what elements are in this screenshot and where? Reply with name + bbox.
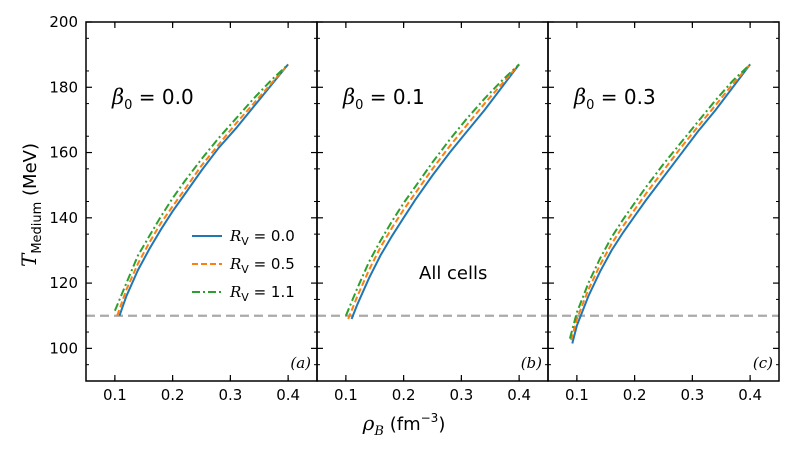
x-tick-label: 0.3 bbox=[680, 386, 704, 404]
series-line-rv11 bbox=[568, 63, 751, 339]
x-tick-label: 0.4 bbox=[738, 386, 762, 404]
y-tick-label: 180 bbox=[49, 78, 78, 96]
panel-b: 0.1 0.2 0.3 0.4 β0 = 0.1 (b) bbox=[316, 21, 549, 404]
series-line-rv0 bbox=[350, 63, 520, 320]
series-line-rv11 bbox=[344, 63, 520, 317]
all-cells-annotation: All cells bbox=[419, 263, 487, 284]
panel-frame bbox=[547, 21, 780, 382]
x-tick-label: 0.4 bbox=[507, 386, 531, 404]
series-line-rv0 bbox=[118, 63, 289, 317]
y-tick-label: 100 bbox=[49, 339, 78, 357]
y-tick-label: 160 bbox=[49, 144, 78, 162]
legend: RV = 0.0 RV = 0.5 RV = 1.1 bbox=[192, 227, 295, 304]
series-line-rv05 bbox=[116, 63, 289, 317]
legend-label-rv05: RV = 0.5 bbox=[229, 255, 295, 276]
panels-group: 0.1 0.2 0.3 0.4 100 120 140 160 180 200 β0 = 0.0 (a… bbox=[49, 13, 780, 404]
x-tick-label: 0.2 bbox=[392, 386, 416, 404]
panel-label: (a) bbox=[290, 354, 311, 372]
x-tick-label: 0.2 bbox=[161, 386, 185, 404]
panel-a: 0.1 0.2 0.3 0.4 100 120 140 160 180 200 β0 = 0.0 (a… bbox=[49, 13, 318, 404]
series-line-rv11 bbox=[113, 63, 289, 312]
beta-label: β0 = 0.1 bbox=[342, 85, 425, 113]
beta-label: β0 = 0.0 bbox=[111, 85, 194, 113]
y-tick-label: 200 bbox=[49, 13, 78, 31]
y-tick-label: 120 bbox=[49, 274, 78, 292]
panel-c: 0.1 0.2 0.3 0.4 β0 = 0.3 (c) bbox=[547, 21, 780, 404]
x-axis-label: ρB (fm−3) bbox=[362, 411, 446, 439]
series-line-rv05 bbox=[347, 63, 520, 320]
panel-label: (c) bbox=[753, 354, 773, 372]
x-tick-label: 0.1 bbox=[334, 386, 358, 404]
legend-label-rv11: RV = 1.1 bbox=[229, 283, 295, 304]
x-tick-label: 0.2 bbox=[623, 386, 647, 404]
x-tick-label: 0.3 bbox=[218, 386, 242, 404]
x-tick-label: 0.1 bbox=[565, 386, 589, 404]
series-line-rv05 bbox=[570, 63, 751, 341]
legend-label-rv0: RV = 0.0 bbox=[229, 227, 295, 248]
x-tick-label: 0.1 bbox=[103, 386, 127, 404]
panel-frame bbox=[85, 21, 318, 382]
beta-label: β0 = 0.3 bbox=[573, 85, 656, 113]
x-tick-label: 0.3 bbox=[449, 386, 473, 404]
panel-frame bbox=[316, 21, 549, 382]
y-axis-label: TMedium (MeV) bbox=[17, 143, 45, 267]
series-line-rv0 bbox=[571, 63, 751, 344]
panel-label: (b) bbox=[521, 354, 542, 372]
x-tick-label: 0.4 bbox=[276, 386, 300, 404]
y-tick-label: 140 bbox=[49, 209, 78, 227]
